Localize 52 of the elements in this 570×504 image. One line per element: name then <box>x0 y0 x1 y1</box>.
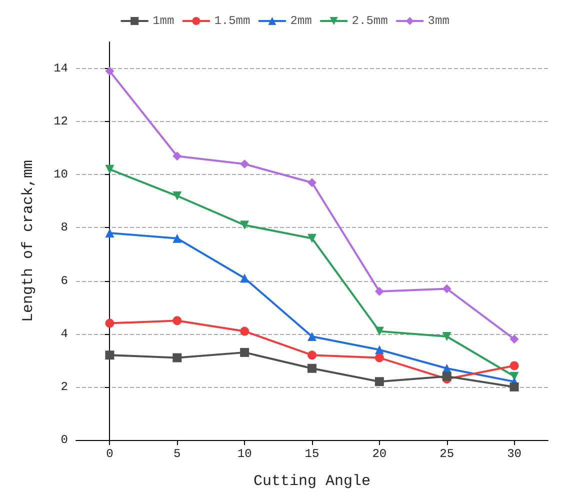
legend-label: 2mm <box>290 14 312 28</box>
point <box>510 382 519 392</box>
y-tick-label: 0 <box>60 433 68 447</box>
point <box>442 332 452 342</box>
point <box>105 228 114 238</box>
point <box>105 66 114 76</box>
legend-label: 3mm <box>428 14 450 28</box>
legend-label: 1.5mm <box>214 14 250 28</box>
point <box>374 326 384 336</box>
point <box>308 364 316 373</box>
point <box>308 350 316 360</box>
point <box>374 377 384 386</box>
point <box>374 286 384 296</box>
y-tick-label: 4 <box>60 326 68 341</box>
y-tick-label: 12 <box>54 114 68 129</box>
point <box>442 372 452 381</box>
point <box>172 191 182 200</box>
x-tick-label: 15 <box>304 447 320 461</box>
point <box>105 350 114 360</box>
y-tick-label: 6 <box>60 274 68 288</box>
point <box>240 160 250 169</box>
point <box>308 332 316 342</box>
point <box>510 361 519 370</box>
point <box>240 326 250 336</box>
point <box>172 234 182 243</box>
y-tick-label: 10 <box>54 168 68 182</box>
point <box>442 284 452 294</box>
x-tick-label: 0 <box>106 447 114 461</box>
x-axis-title: Cutting Angle <box>253 473 371 490</box>
x-tick-label: 5 <box>174 447 181 461</box>
point <box>308 178 316 188</box>
x-tick-label: 25 <box>440 447 454 461</box>
point <box>105 164 114 174</box>
y-tick-label: 8 <box>60 220 68 235</box>
point <box>172 152 182 161</box>
point <box>172 316 182 326</box>
point <box>240 348 250 357</box>
y-tick-label: 14 <box>54 62 68 76</box>
point <box>105 318 114 328</box>
point <box>510 334 519 344</box>
y-tick-label: 2 <box>60 380 68 394</box>
x-tick-label: 10 <box>237 447 252 461</box>
x-tick-label: 30 <box>507 447 522 461</box>
point <box>374 353 384 362</box>
legend-label: 1mm <box>152 14 174 28</box>
y-axis-title: Length of crack,mm <box>20 160 37 322</box>
point <box>240 274 250 283</box>
x-tick-label: 20 <box>372 447 387 461</box>
point <box>308 234 316 243</box>
legend-label: 2.5mm <box>352 14 388 28</box>
point <box>240 220 250 230</box>
point <box>172 353 182 362</box>
